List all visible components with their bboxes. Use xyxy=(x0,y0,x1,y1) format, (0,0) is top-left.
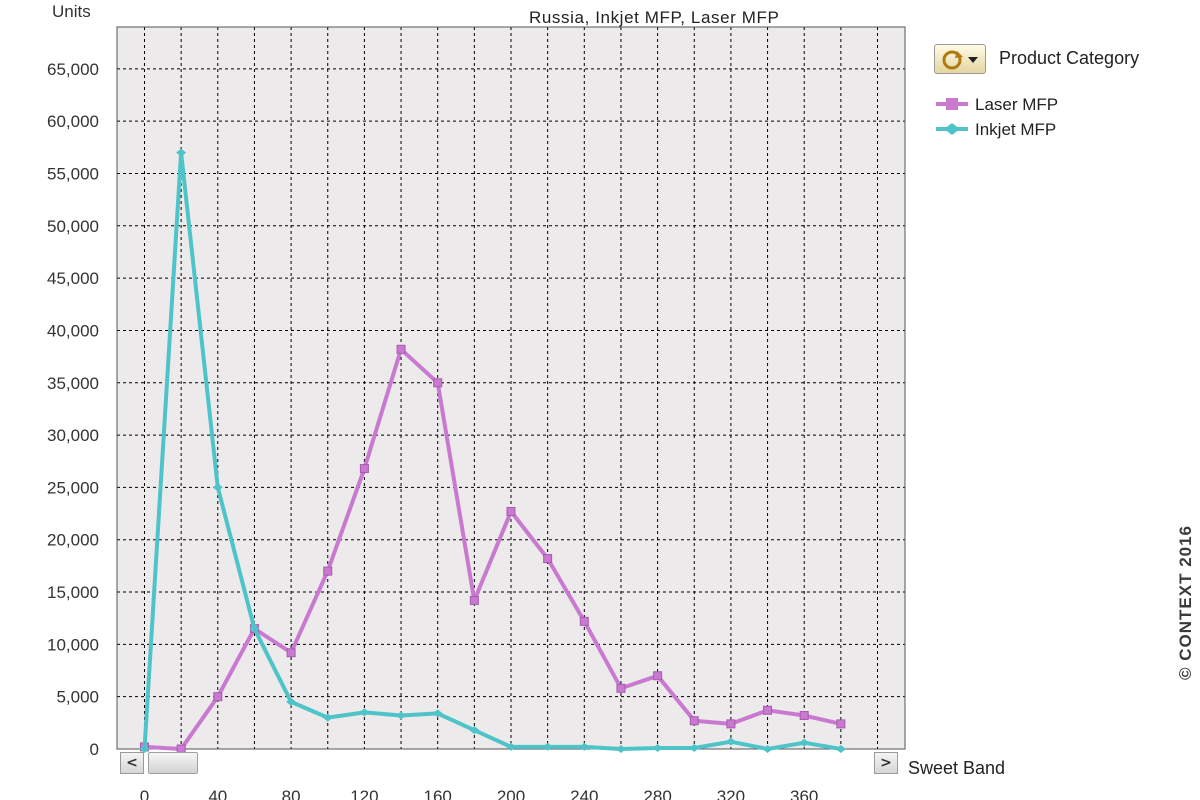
y-axis-label: Units xyxy=(52,2,91,21)
data-point-laser-mfp xyxy=(543,554,553,564)
y-tick-label: 30,000 xyxy=(47,426,99,445)
data-point-inkjet-mfp xyxy=(432,709,443,718)
x-tick-label: 0 xyxy=(140,787,149,800)
y-tick-label: 0 xyxy=(90,740,99,759)
data-point-inkjet-mfp xyxy=(176,148,187,157)
data-point-inkjet-mfp xyxy=(359,708,370,717)
data-point-laser-mfp xyxy=(726,719,736,729)
x-tick-label: 320 xyxy=(717,787,745,800)
data-point-laser-mfp xyxy=(506,506,516,516)
data-point-laser-mfp xyxy=(359,464,369,474)
data-point-laser-mfp xyxy=(469,595,479,605)
x-tick-label: 80 xyxy=(282,787,301,800)
y-tick-label: 60,000 xyxy=(47,112,99,131)
cycle-dropdown-icon xyxy=(942,50,978,70)
data-point-laser-mfp xyxy=(616,683,626,693)
product-category-button[interactable] xyxy=(934,44,986,74)
data-point-inkjet-mfp xyxy=(469,726,480,735)
data-point-inkjet-mfp xyxy=(139,745,150,753)
data-point-inkjet-mfp xyxy=(835,745,846,753)
data-point-inkjet-mfp xyxy=(799,738,810,747)
y-tick-label: 55,000 xyxy=(47,164,99,183)
y-tick-label: 10,000 xyxy=(47,635,99,654)
x-axis-label: Sweet Band xyxy=(908,758,1006,778)
data-point-inkjet-mfp xyxy=(212,483,223,492)
data-point-laser-mfp xyxy=(653,671,663,681)
data-point-laser-mfp xyxy=(799,711,809,721)
chart-title: Russia, Inkjet MFP, Laser MFP xyxy=(529,8,780,27)
legend-header: Product Category xyxy=(999,48,1140,68)
data-point-laser-mfp xyxy=(323,566,333,576)
data-point-laser-mfp xyxy=(579,616,589,626)
legend-label-laser: Laser MFP xyxy=(975,95,1059,114)
scroll-thumb[interactable] xyxy=(148,752,198,774)
y-tick-label: 15,000 xyxy=(47,583,99,602)
data-point-laser-mfp xyxy=(689,716,699,726)
data-point-laser-mfp xyxy=(433,378,443,388)
copyright-watermark: © CONTEXT 2016 xyxy=(1176,524,1195,680)
x-tick-label: 120 xyxy=(350,787,378,800)
x-tick-label: 40 xyxy=(208,787,227,800)
legend-label-inkjet: Inkjet MFP xyxy=(975,120,1057,139)
data-point-inkjet-mfp xyxy=(762,745,773,753)
data-point-inkjet-mfp xyxy=(542,742,553,751)
series-line-inkjet-mfp xyxy=(142,150,843,751)
x-tick-label: 360 xyxy=(790,787,818,800)
y-tick-label: 20,000 xyxy=(47,531,99,550)
data-point-inkjet-mfp xyxy=(725,737,736,746)
data-point-inkjet-mfp xyxy=(396,711,407,720)
data-point-inkjet-mfp xyxy=(579,742,590,751)
data-point-inkjet-mfp xyxy=(322,713,333,722)
data-point-laser-mfp xyxy=(836,719,846,729)
data-point-inkjet-mfp xyxy=(689,743,700,752)
data-point-inkjet-mfp xyxy=(506,742,516,751)
y-tick-label: 45,000 xyxy=(47,269,99,288)
data-point-laser-mfp xyxy=(396,344,406,354)
data-point-inkjet-mfp xyxy=(249,624,260,633)
x-tick-label: 160 xyxy=(424,787,452,800)
x-tick-label: 200 xyxy=(497,787,525,800)
legend-swatch-inkjet xyxy=(934,121,970,137)
y-tick-label: 35,000 xyxy=(47,374,99,393)
data-point-inkjet-mfp xyxy=(286,697,297,706)
y-tick-label: 40,000 xyxy=(47,321,99,340)
y-tick-label: 65,000 xyxy=(47,60,99,79)
legend-swatch-laser xyxy=(934,96,970,112)
y-tick-label: 5,000 xyxy=(56,688,99,707)
data-point-laser-mfp xyxy=(286,648,296,658)
x-tick-label: 280 xyxy=(643,787,671,800)
scroll-left-button[interactable]: < xyxy=(120,752,144,774)
data-point-inkjet-mfp xyxy=(652,743,663,752)
data-point-inkjet-mfp xyxy=(615,745,626,753)
data-point-laser-mfp xyxy=(763,705,773,715)
scroll-right-button[interactable]: > xyxy=(874,752,898,774)
series-line-laser-mfp xyxy=(142,347,843,751)
y-tick-label: 50,000 xyxy=(47,217,99,236)
y-tick-label: 25,000 xyxy=(47,478,99,497)
x-tick-label: 240 xyxy=(570,787,598,800)
data-point-laser-mfp xyxy=(213,692,223,702)
